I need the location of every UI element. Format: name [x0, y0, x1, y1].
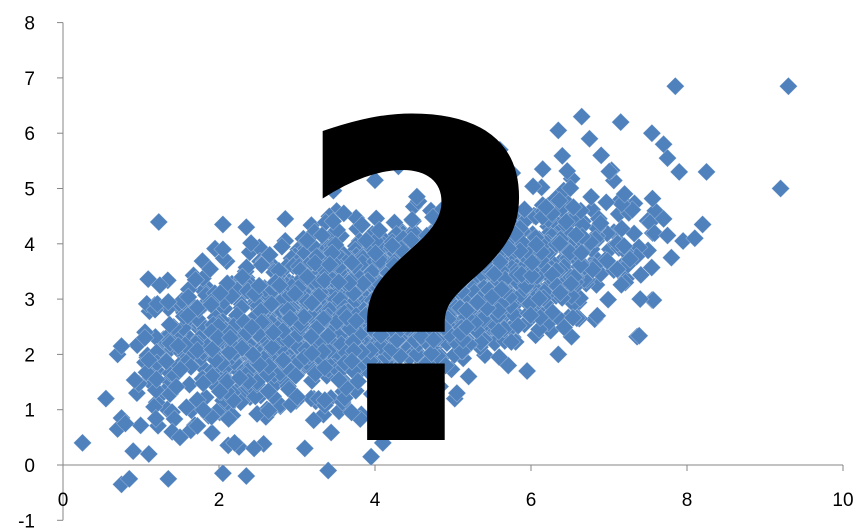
data-point: [123, 441, 143, 461]
data-point: [771, 179, 791, 198]
data-point: [304, 410, 324, 430]
data-point: [149, 212, 169, 232]
x-tick-label: 8: [682, 490, 693, 511]
data-point: [556, 212, 576, 232]
data-point: [515, 199, 534, 219]
data-point: [430, 377, 450, 396]
data-point: [642, 123, 662, 143]
data-points: [73, 76, 798, 494]
data-point: [241, 233, 261, 253]
data-point: [549, 191, 569, 211]
data-point: [548, 344, 568, 364]
x-tick-label: 2: [214, 490, 225, 511]
data-point: [213, 215, 233, 234]
data-point: [669, 162, 689, 182]
data-point: [203, 366, 222, 386]
data-point: [73, 433, 92, 453]
data-point: [557, 161, 577, 181]
data-point: [552, 146, 572, 166]
data-point: [202, 423, 222, 443]
data-point: [501, 332, 521, 352]
data-point: [658, 148, 677, 168]
question-mark-overlay: ?: [292, 32, 547, 532]
y-tick-label: 7: [24, 69, 35, 90]
data-point: [177, 397, 196, 417]
data-point: [591, 145, 611, 165]
data-point: [572, 107, 592, 127]
data-point: [415, 375, 435, 395]
data-point: [631, 265, 651, 285]
data-point: [643, 189, 662, 208]
data-point: [580, 129, 599, 149]
data-point: [658, 226, 677, 245]
data-point: [259, 401, 279, 421]
data-point: [697, 162, 716, 182]
data-point: [778, 76, 798, 96]
data-point: [245, 387, 265, 406]
data-point: [131, 415, 151, 435]
data-point: [502, 163, 522, 183]
y-tick-label: 1: [24, 401, 35, 422]
y-tick-label: 0: [24, 456, 35, 477]
x-tick-label: 10: [832, 490, 853, 511]
data-point: [407, 187, 427, 207]
data-point: [611, 112, 631, 132]
y-tick-label: 5: [24, 180, 35, 201]
data-point: [596, 192, 616, 212]
y-tick-label: 6: [24, 124, 35, 145]
y-tick-label: 3: [24, 290, 35, 311]
y-tick-label: 8: [24, 14, 35, 35]
data-point: [599, 162, 619, 181]
data-point: [139, 444, 159, 464]
data-point: [158, 469, 178, 489]
data-point: [127, 383, 147, 403]
data-point: [187, 416, 207, 436]
data-point: [96, 389, 116, 409]
data-point: [236, 466, 256, 486]
data-point: [523, 176, 543, 196]
data-point: [581, 187, 601, 207]
data-point: [665, 76, 685, 96]
data-point: [529, 319, 549, 339]
data-point: [654, 134, 674, 154]
data-point: [598, 290, 618, 310]
data-point: [236, 217, 256, 237]
data-point: [560, 178, 580, 198]
data-point: [661, 248, 681, 268]
data-point: [548, 121, 568, 140]
data-point: [214, 248, 234, 268]
y-tick-label: -1: [18, 511, 35, 532]
data-point: [630, 289, 650, 309]
y-tick-label: 4: [24, 235, 35, 256]
x-tick-label: 0: [58, 490, 69, 511]
data-point: [180, 375, 199, 395]
data-point: [193, 373, 213, 393]
data-point: [321, 423, 341, 442]
y-tick-label: 2: [24, 345, 35, 366]
data-point: [323, 181, 343, 201]
data-point: [272, 237, 292, 257]
data-point: [629, 326, 649, 346]
data-point: [213, 463, 233, 483]
